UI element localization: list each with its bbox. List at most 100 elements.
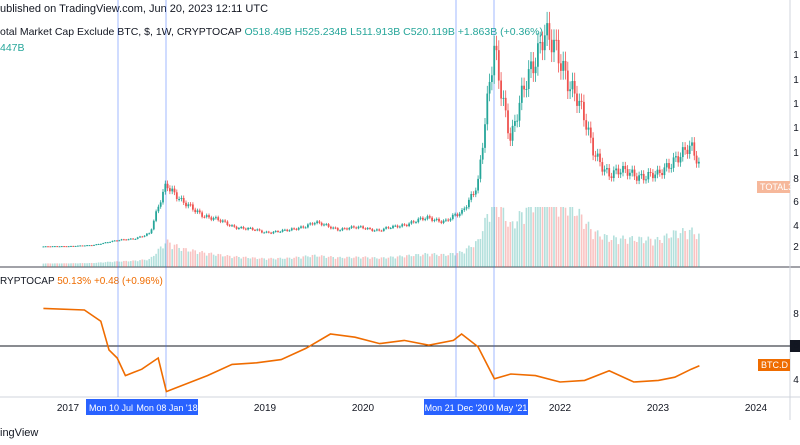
candle — [601, 162, 604, 172]
candle — [290, 228, 293, 231]
volume-bar — [537, 207, 539, 267]
candle — [419, 217, 422, 219]
volume-bar — [546, 207, 548, 267]
right-price-ticks: 1 1 1 1 1 8 6 4 2 8 6 4 — [793, 50, 799, 386]
candle — [645, 179, 647, 181]
candle — [599, 153, 601, 163]
candle — [465, 207, 468, 209]
btcd-tag: BTC.D — [761, 360, 789, 370]
candle — [695, 155, 698, 164]
volume-bar — [58, 263, 61, 267]
candle — [663, 167, 666, 176]
volume-value: 447B — [0, 42, 25, 54]
btcd-legend: RYPTOCAP 50.13% +0.48 (+0.96%) — [0, 276, 163, 287]
volume-bar — [120, 261, 123, 267]
volume-bar — [339, 256, 341, 267]
candle — [537, 43, 539, 67]
volume-bar — [65, 263, 68, 267]
candle — [479, 159, 482, 179]
candle — [279, 231, 282, 233]
volume-bar — [189, 251, 192, 267]
candle — [366, 228, 369, 230]
volume-bar — [392, 256, 394, 267]
volume-bar — [399, 255, 401, 267]
candle — [550, 39, 553, 53]
volume-bar — [369, 258, 371, 267]
time-axis-label: 2019 — [254, 403, 277, 414]
volume-bar — [323, 255, 325, 267]
candle — [603, 169, 606, 172]
volume-bar — [192, 249, 194, 267]
candle — [215, 217, 217, 219]
symbol-title[interactable]: otal Market Cap Exclude BTC, $, 1W, CRYP… — [0, 26, 242, 38]
volume-bar — [274, 259, 277, 267]
volume-bar — [587, 221, 590, 267]
volume-bar — [84, 263, 86, 267]
candle — [346, 228, 348, 230]
volume-bar — [88, 263, 91, 267]
volume-bar — [224, 256, 226, 267]
candle — [185, 202, 187, 207]
candle — [647, 171, 650, 180]
candle — [56, 246, 59, 248]
candle — [532, 61, 535, 74]
candle — [424, 218, 427, 220]
volume-bar — [233, 256, 236, 267]
candle — [152, 220, 155, 230]
volume-bar — [539, 207, 541, 267]
candle — [691, 142, 693, 146]
volume-bar — [155, 253, 157, 267]
candle — [548, 23, 551, 40]
btcd-series-line — [43, 307, 700, 393]
volume-bar — [576, 215, 578, 267]
candle — [626, 169, 629, 176]
candle — [97, 244, 100, 246]
volume-bar — [235, 255, 238, 267]
volume-bar — [366, 257, 369, 267]
candle — [587, 127, 590, 130]
time-marker-label: Mon 08 Jan '18 — [136, 403, 197, 413]
candle — [615, 168, 617, 171]
volume-bar — [410, 256, 413, 267]
price-tick-label: 6 — [793, 197, 799, 208]
candle — [127, 239, 130, 241]
volume-bar — [118, 261, 121, 267]
candle — [546, 23, 548, 36]
volume-bar — [100, 262, 102, 267]
candle — [86, 245, 88, 247]
candle — [286, 229, 289, 232]
volume-bar — [514, 228, 516, 267]
candle — [350, 226, 353, 228]
candle — [417, 218, 420, 223]
btcd-tag-bg — [758, 359, 790, 371]
volume-bar — [610, 240, 613, 267]
candle — [401, 224, 404, 227]
volume-bar — [675, 230, 677, 267]
volume-bar — [327, 256, 330, 267]
candle — [670, 167, 673, 169]
volume-bar — [408, 254, 410, 267]
volume-bar — [143, 259, 146, 267]
candle — [474, 190, 477, 195]
btcd-symbol[interactable]: RYPTOCAP — [0, 276, 55, 287]
candle — [284, 229, 286, 231]
candle — [394, 225, 397, 227]
volume-bar — [194, 250, 196, 267]
volume-bar — [284, 258, 286, 267]
candle — [635, 176, 638, 181]
volume-bar — [330, 256, 332, 267]
volume-bar — [212, 254, 215, 267]
candle — [95, 244, 98, 246]
candle — [116, 240, 118, 242]
volume-bar — [656, 236, 659, 267]
candle — [166, 183, 169, 189]
time-marker-label: 0 May '21 — [489, 403, 528, 413]
candle — [74, 245, 77, 247]
candle — [240, 226, 243, 228]
time-marker-bg — [86, 399, 136, 415]
candle — [146, 233, 148, 236]
vertical-markers — [117, 0, 495, 397]
candle — [523, 85, 525, 90]
candle — [610, 176, 613, 179]
